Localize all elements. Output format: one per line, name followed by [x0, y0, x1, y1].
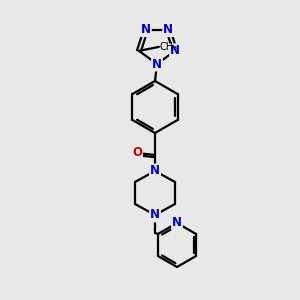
Text: N: N: [172, 217, 182, 230]
Text: N: N: [163, 23, 173, 36]
Text: N: N: [152, 58, 162, 70]
Text: N: N: [150, 208, 160, 221]
Text: N: N: [150, 164, 160, 178]
Text: O: O: [132, 146, 142, 160]
Text: N: N: [170, 44, 180, 57]
Text: N: N: [141, 23, 151, 36]
Text: CH₃: CH₃: [160, 42, 178, 52]
